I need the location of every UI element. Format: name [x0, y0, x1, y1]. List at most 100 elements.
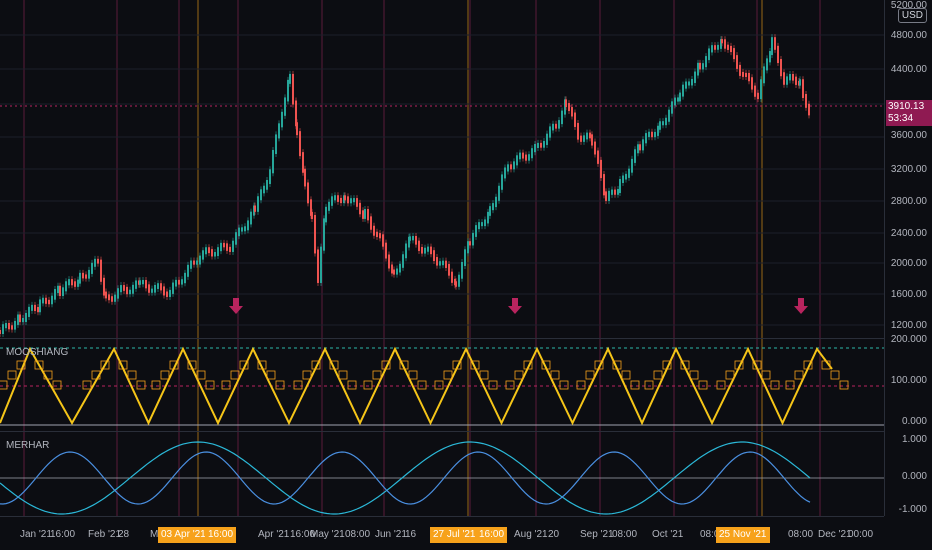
candle-body	[120, 285, 122, 293]
indicator-label[interactable]: MOOSHIANG	[6, 347, 69, 358]
candle-body	[97, 258, 99, 264]
candle-body	[568, 103, 570, 112]
pattern-marker	[34, 360, 44, 370]
candle-body	[439, 261, 441, 266]
candle-body	[379, 233, 381, 239]
pattern-marker	[91, 370, 101, 380]
candle-body	[677, 97, 679, 102]
currency-badge[interactable]: USD	[897, 8, 927, 23]
candle-body	[295, 100, 297, 127]
candle-body	[229, 246, 231, 252]
candle-body	[344, 195, 346, 201]
candle-body	[448, 263, 450, 276]
time-label: 08:00	[345, 529, 371, 540]
price-axis[interactable]: USD 4800.00 4400.00 3600.00 3200.00 2800…	[884, 0, 932, 516]
pattern-marker	[653, 370, 663, 380]
candle-body	[254, 205, 256, 212]
pattern-marker	[612, 360, 622, 370]
price-chart-pane[interactable]	[0, 0, 884, 338]
candle-body	[685, 81, 687, 89]
candle-body	[705, 56, 707, 68]
candle-body	[54, 289, 56, 300]
time-label: May '21	[310, 529, 345, 540]
candle-body	[340, 197, 342, 204]
candle-body	[126, 286, 128, 295]
bar-countdown: 53:34	[888, 113, 914, 124]
mooshiang-canvas[interactable]	[0, 339, 884, 432]
time-label: Jan '21	[20, 529, 52, 540]
price-tick: 4800.00	[890, 30, 927, 41]
pattern-marker	[205, 380, 215, 390]
time-label: Dec '21	[818, 529, 852, 540]
candle-body	[642, 139, 644, 151]
pattern-marker	[470, 360, 480, 370]
candle-body	[331, 196, 333, 206]
candle-body	[597, 150, 599, 164]
pattern-marker	[118, 360, 128, 370]
candle-body	[196, 260, 198, 265]
pattern-marker	[329, 360, 339, 370]
pattern-marker	[187, 360, 197, 370]
oscillator-tick: -1.000	[898, 504, 927, 515]
indicator-tick: 0.000	[901, 416, 927, 427]
candle-body	[571, 107, 573, 117]
candle-body	[289, 73, 291, 84]
candle-body	[220, 242, 222, 252]
candle-body	[74, 281, 76, 287]
candle-body	[671, 101, 673, 114]
candle-body	[688, 81, 690, 86]
candle-body	[682, 84, 684, 97]
pattern-marker	[293, 380, 303, 390]
candle-body	[495, 196, 497, 208]
candle-body	[388, 254, 390, 269]
candle-body	[522, 152, 524, 159]
mooshiang-indicator-pane[interactable]: MOOSHIANG	[0, 338, 884, 432]
candle-body	[311, 211, 313, 220]
candle-body	[359, 202, 361, 215]
candle-body	[51, 295, 53, 305]
candle-body	[193, 260, 195, 265]
candle-body	[269, 169, 271, 184]
candle-body	[129, 289, 131, 295]
candle-body	[266, 179, 268, 190]
pattern-marker	[7, 370, 17, 380]
candle-body	[754, 85, 756, 97]
candle-body	[736, 55, 738, 69]
candle-body	[34, 304, 36, 312]
candle-body	[583, 135, 585, 142]
pattern-marker	[550, 370, 560, 380]
candle-body	[142, 279, 144, 285]
candle-body	[226, 243, 228, 251]
candle-body	[57, 285, 59, 294]
oscillator-label[interactable]: MERHAR	[6, 440, 50, 451]
pattern-marker	[452, 360, 462, 370]
pattern-marker	[523, 360, 533, 370]
candle-body	[77, 279, 79, 287]
pattern-marker	[408, 370, 418, 380]
candle-body	[299, 131, 301, 157]
pattern-marker	[16, 360, 26, 370]
candle-body	[799, 79, 801, 86]
candle-body	[739, 64, 741, 76]
candle-body	[558, 120, 560, 129]
merhar-canvas[interactable]	[0, 432, 884, 517]
candle-body	[492, 203, 494, 211]
candle-body	[662, 121, 664, 126]
pattern-marker	[785, 380, 795, 390]
candle-body	[730, 45, 732, 53]
price-chart-canvas[interactable]	[0, 0, 884, 338]
merhar-oscillator-pane[interactable]: MERHAR	[0, 431, 884, 517]
candle-body	[205, 247, 207, 255]
candle-body	[178, 279, 180, 285]
candle-body	[549, 126, 551, 138]
candle-body	[373, 225, 375, 236]
pattern-marker	[734, 360, 744, 370]
candle-body	[748, 72, 750, 82]
candle-body	[296, 122, 298, 136]
candle-body	[217, 247, 219, 257]
time-label: Sep '21	[580, 529, 614, 540]
candle-body	[148, 284, 150, 293]
candle-body	[22, 317, 24, 323]
pattern-marker	[347, 380, 357, 390]
